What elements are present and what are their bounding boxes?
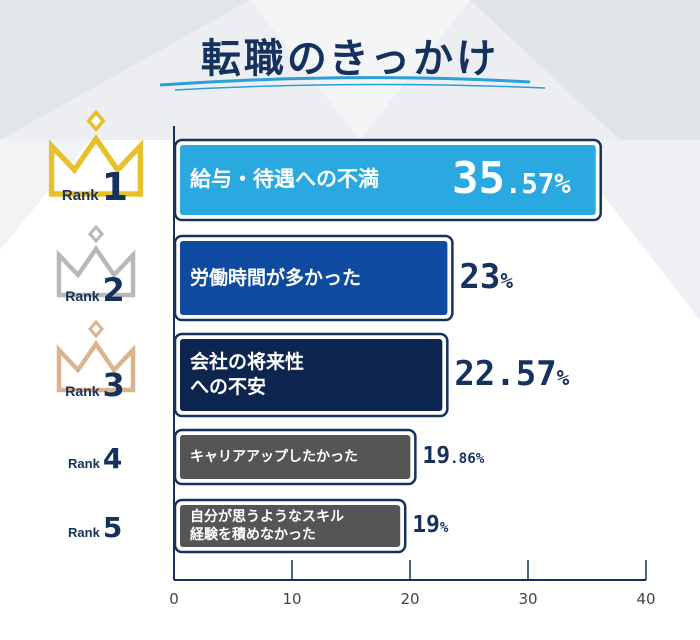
rank-label: Rank1 (62, 165, 128, 209)
bar (180, 145, 596, 215)
rank-prefix: Rank (65, 288, 100, 305)
rank-number: 5 (102, 510, 123, 544)
value-unit: % (500, 267, 514, 293)
value-unit: % (554, 168, 571, 200)
value-unit: % (556, 364, 570, 390)
bar-category-line: 経験を積めなかった (190, 527, 316, 543)
x-tick-label: 30 (518, 590, 538, 608)
bar (180, 505, 401, 547)
rank-label: Rank3 (65, 366, 125, 404)
bar-category-line: への不安 (190, 376, 267, 398)
value-integer: 35 (452, 152, 505, 204)
bar-value-label: 23% (459, 257, 513, 297)
rank-label: Rank2 (65, 271, 125, 309)
rank-number: 2 (102, 271, 125, 310)
x-tick-label: 20 (400, 590, 420, 608)
bar-value-label: 19.86% (422, 443, 484, 469)
x-tick-label: 0 (169, 590, 179, 608)
gold-crown-icon (48, 109, 144, 197)
x-tick-label: 40 (636, 590, 656, 608)
bar-category-label: キャリアアップしたかった (190, 435, 358, 479)
bar (180, 339, 443, 411)
bar-category-label: 自分が思うようなスキル 経験を積めなかった (190, 505, 344, 547)
value-decimal: .86 (450, 450, 476, 467)
rank-prefix: Rank (68, 524, 100, 540)
x-tick-label: 10 (282, 590, 302, 608)
bar-value-label: 35.57% (452, 153, 571, 204)
value-decimal: .57 (504, 168, 555, 200)
bar-category-line: 給与・待遇への不満 (190, 167, 379, 192)
rank-prefix: Rank (61, 187, 99, 205)
rank-number: 4 (102, 441, 123, 475)
rank-number: 3 (102, 366, 125, 405)
bar (180, 241, 448, 315)
value-integer: 19 (412, 511, 440, 538)
value-unit: % (439, 519, 449, 536)
bar-category-line: 労働時間が多かった (190, 266, 362, 289)
rank-prefix: Rank (68, 455, 100, 471)
bar-category-line: 会社の将来性 (190, 351, 305, 374)
bar-category-line: 自分が思うようなスキル (190, 508, 344, 525)
rank-prefix: Rank (65, 383, 100, 400)
rank-label: Rank 5 (68, 511, 122, 544)
value-integer: 19 (422, 442, 451, 469)
bar-category-label: 給与・待遇への不満 (190, 145, 379, 215)
value-integer: 23 (459, 256, 501, 297)
rank-label: Rank 4 (68, 442, 122, 475)
bronze-crown-icon (56, 319, 136, 393)
chart-title: 転職のきっかけ (200, 36, 500, 82)
bar-value-label: 19% (412, 512, 448, 538)
value-integer: 22.57 (454, 353, 557, 394)
bar-category-line: キャリアアップしたかった (190, 448, 358, 465)
silver-crown-icon (56, 224, 136, 298)
rank-number: 1 (101, 165, 129, 210)
bar-category-label: 会社の将来性 への不安 (190, 339, 304, 411)
value-unit: % (475, 450, 485, 467)
bar-category-label: 労働時間が多かった (190, 241, 361, 315)
bar-value-label: 22.57% (454, 354, 569, 394)
bar (180, 435, 411, 479)
